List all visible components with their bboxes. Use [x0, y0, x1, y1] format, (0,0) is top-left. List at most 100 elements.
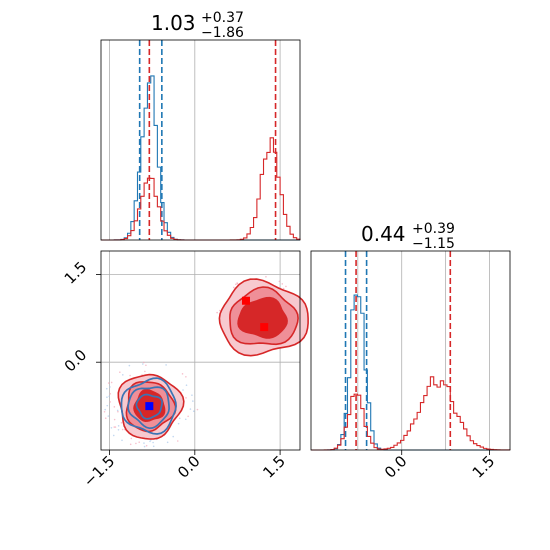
bottom-left-contour-panel: 1.5 0.0 −1.5 0.0 1.5 — [61, 250, 309, 491]
right-panel-title-value: 0.44 — [361, 222, 406, 246]
contour-scatter-point — [145, 364, 147, 367]
contour-scatter-point — [265, 275, 267, 278]
contour-scatter-point — [107, 382, 110, 384]
contour-scatter-point — [114, 426, 117, 428]
top-panel-frame — [100, 39, 301, 241]
contour-scatter-point — [128, 364, 131, 367]
contour-scatter-point — [143, 361, 145, 364]
contour-scatter-point — [109, 401, 111, 403]
contour-scatter-point — [182, 389, 184, 391]
contour-scatter-point — [143, 442, 145, 444]
contour-scatter-point — [121, 439, 123, 442]
contour-scatter-point — [117, 428, 120, 431]
contour-scatter-point — [185, 384, 188, 386]
contour-scatter-point — [189, 408, 192, 410]
blue-cluster-contour-1 — [127, 386, 170, 430]
contour-scatter-point — [106, 404, 109, 407]
blue-mode-marker — [145, 402, 154, 411]
contour-scatter-point — [165, 364, 167, 366]
contour-scatter-point — [129, 374, 131, 377]
contour-scatter-point — [120, 421, 123, 424]
contour-scatter-point — [185, 375, 187, 378]
contour-scatter-point — [192, 410, 195, 413]
contour-scatter-point — [109, 386, 111, 388]
contour-scatter-point — [285, 285, 287, 288]
contour-scatter-point — [181, 373, 184, 375]
top-panel-title-value: 1.03 — [151, 11, 196, 35]
contour-scatter-point — [108, 395, 110, 398]
contour-scatter-point — [152, 441, 154, 444]
contour-scatter-point — [185, 397, 187, 399]
contour-scatter-point — [192, 400, 194, 402]
contour-scatter-point — [281, 283, 284, 285]
contour-x-tick-label: 1.5 — [259, 452, 289, 482]
contour-scatter-point — [196, 408, 199, 411]
red-mode-marker — [241, 296, 250, 305]
contour-scatter-point — [121, 428, 124, 431]
contour-scatter-point — [143, 445, 146, 448]
contour-scatter-point — [129, 443, 132, 446]
contour-x-tick-label: −1.5 — [80, 452, 118, 490]
contour-scatter-point — [110, 426, 113, 429]
contour-scatter-point — [104, 408, 106, 411]
contour-y-tick-label: 0.0 — [61, 346, 91, 376]
blue-cluster-contour-2 — [135, 393, 163, 420]
contour-scatter-point — [144, 370, 146, 373]
right-panel-hist-series-1 — [311, 376, 511, 451]
contour-scatter-point — [282, 287, 285, 290]
top-panel-title-plus: +0.37 — [201, 10, 244, 26]
blue-cluster-contour-0 — [120, 377, 177, 435]
contour-scatter-point — [219, 309, 221, 312]
contour-x-tick-label: 0.0 — [174, 452, 204, 482]
contour-scatter-point — [187, 415, 189, 418]
contour-scatter-point — [216, 311, 218, 314]
contour-scatter-point — [117, 410, 119, 413]
contour-scatter-point — [113, 418, 116, 421]
right-panel-title-plus: +0.39 — [412, 221, 455, 237]
contour-scatter-point — [130, 437, 133, 440]
red-mode-marker — [260, 323, 269, 332]
contour-panel-frame — [100, 250, 301, 451]
contour-scatter-point — [236, 282, 239, 285]
contour-scatter-point — [113, 406, 116, 408]
contour-scatter-point — [119, 371, 121, 374]
contour-scatter-point — [112, 434, 115, 437]
contour-scatter-point — [184, 418, 187, 421]
contour-scatter-point — [191, 394, 193, 396]
contour-scatter-point — [152, 445, 155, 448]
right-panel-frame — [310, 250, 511, 451]
contour-scatter-point — [109, 392, 112, 395]
contour-scatter-point — [121, 374, 124, 376]
contour-scatter-point — [235, 283, 237, 286]
top-panel-hist-series-0 — [101, 75, 300, 241]
contour-y-tick-label: 1.5 — [61, 258, 91, 288]
contour-scatter-point — [177, 422, 180, 425]
right-panel-x-tick-label: 1.5 — [469, 452, 499, 482]
top-left-histogram-panel: 1.03 +0.37−1.86 — [100, 10, 301, 241]
contour-scatter-point — [105, 387, 108, 390]
contour-scatter-point — [106, 396, 108, 399]
contour-scatter-point — [233, 286, 235, 289]
bottom-right-histogram-panel: 0.44 +0.39−1.15 0.0 1.5 — [310, 221, 511, 482]
contour-scatter-point — [149, 440, 151, 443]
contour-scatter-point — [117, 425, 120, 427]
contour-scatter-point — [278, 280, 281, 283]
contour-scatter-point — [110, 381, 113, 384]
contour-scatter-point — [135, 442, 137, 445]
red-upper-cluster-contour-2 — [237, 296, 288, 339]
contour-scatter-point — [116, 409, 119, 412]
contour-scatter-point — [103, 410, 106, 413]
contour-scatter-point — [166, 441, 169, 444]
contour-scatter-point — [172, 435, 175, 438]
contour-scatter-point — [178, 417, 181, 420]
top-panel-title-minus: −1.86 — [201, 25, 244, 41]
contour-scatter-point — [142, 363, 144, 365]
contour-scatter-point — [176, 440, 179, 442]
contour-scatter-point — [138, 441, 141, 443]
contour-scatter-point — [104, 417, 107, 420]
contour-scatter-point — [107, 415, 110, 417]
contour-scatter-point — [145, 444, 148, 447]
right-panel-x-tick-label: 0.0 — [381, 452, 411, 482]
right-panel-title-minus: −1.15 — [412, 236, 455, 252]
